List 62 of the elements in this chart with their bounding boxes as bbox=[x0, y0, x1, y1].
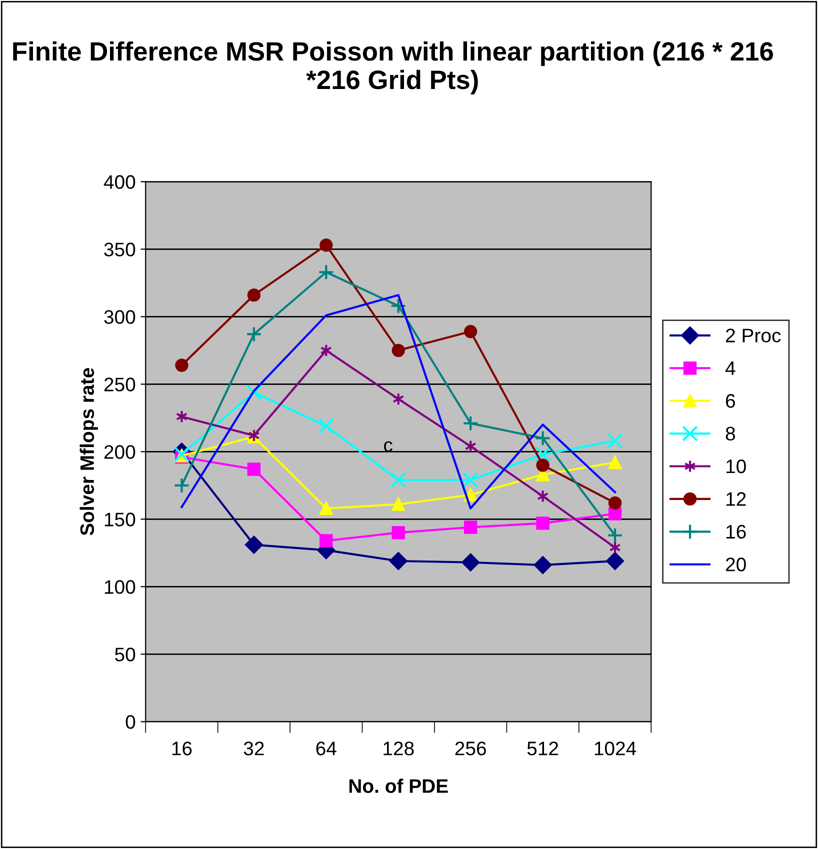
point bbox=[318, 418, 334, 434]
point bbox=[608, 496, 622, 510]
y-tick-label: 100 bbox=[104, 580, 136, 594]
point bbox=[320, 534, 333, 548]
y-tick-label: 300 bbox=[104, 310, 136, 324]
legend-label: 2 Proc bbox=[726, 328, 781, 342]
point bbox=[536, 516, 550, 530]
point bbox=[246, 326, 262, 342]
point bbox=[534, 430, 551, 446]
point bbox=[608, 507, 622, 520]
point bbox=[392, 344, 405, 358]
x-tick-label: 32 bbox=[244, 742, 264, 756]
point bbox=[608, 456, 622, 470]
x-tick-label: 512 bbox=[527, 742, 558, 756]
legend-label: 12 bbox=[726, 492, 746, 506]
y-axis-title: Solver Mflops rate bbox=[80, 368, 98, 536]
point bbox=[247, 288, 261, 302]
point bbox=[462, 415, 479, 432]
point bbox=[606, 552, 624, 570]
legend-label: 8 bbox=[726, 426, 735, 441]
x-tick-label: 256 bbox=[455, 742, 486, 756]
legend-label: 20 bbox=[726, 558, 746, 572]
y-tick-label: 350 bbox=[104, 242, 136, 256]
y-tick-label: 50 bbox=[115, 648, 136, 662]
point bbox=[464, 520, 478, 534]
point bbox=[247, 462, 261, 476]
legend-label: 6 bbox=[726, 394, 735, 408]
point bbox=[392, 526, 405, 540]
x-tick-label: 128 bbox=[384, 742, 414, 756]
point bbox=[175, 358, 188, 372]
legend-label: 10 bbox=[726, 459, 746, 474]
legend-label: 4 bbox=[725, 362, 736, 375]
x-axis-title: No. of PDE bbox=[349, 778, 448, 793]
line-series bbox=[180, 294, 616, 510]
y-tick-label: 400 bbox=[104, 175, 136, 189]
point bbox=[607, 432, 624, 449]
chart-title: Finite Difference MSR Poisson with linear partition (216 * 216 *216 Grid Pts) bbox=[13, 41, 773, 94]
x-tick-label: 1024 bbox=[594, 742, 636, 756]
y-tick-label: 200 bbox=[104, 445, 136, 459]
y-tick-label: 0 bbox=[126, 715, 136, 729]
y-tick-label: 150 bbox=[104, 512, 136, 526]
point bbox=[607, 527, 624, 544]
point bbox=[389, 552, 408, 570]
point bbox=[462, 553, 480, 572]
point bbox=[320, 238, 333, 252]
point bbox=[534, 556, 552, 574]
point bbox=[390, 298, 406, 314]
y-tick-label: 250 bbox=[104, 378, 136, 392]
point bbox=[536, 458, 550, 472]
point bbox=[534, 446, 551, 462]
point bbox=[174, 477, 190, 494]
point bbox=[320, 502, 333, 515]
point bbox=[246, 384, 262, 400]
point bbox=[390, 472, 406, 488]
point bbox=[462, 472, 479, 488]
x-tick-label: 64 bbox=[316, 742, 336, 756]
point bbox=[464, 324, 478, 338]
point bbox=[245, 536, 263, 554]
legend-label: 16 bbox=[726, 524, 746, 539]
point bbox=[318, 264, 334, 280]
point bbox=[392, 498, 405, 511]
x-tick-label: 16 bbox=[172, 742, 192, 756]
